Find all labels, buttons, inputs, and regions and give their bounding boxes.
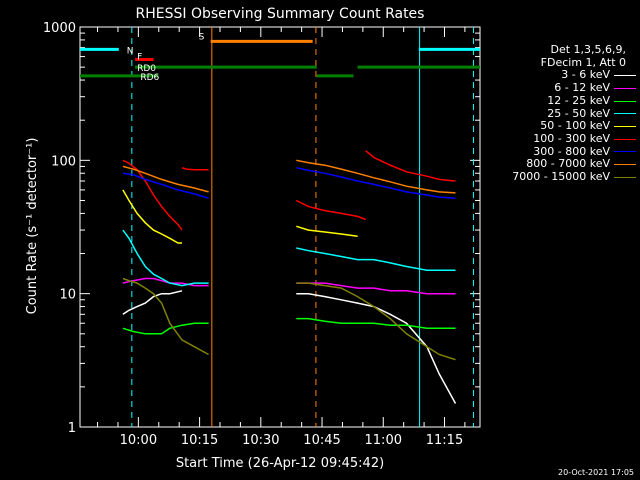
series-line <box>122 277 209 287</box>
y-tick-label: 10 <box>59 288 76 303</box>
plot-area: 1 10 100 1000 10:00 10:15 10:30 10:45 11:00 11:15… <box>43 21 481 448</box>
series-line <box>122 159 183 231</box>
legend-entry-label: 6 - 12 keV <box>554 81 610 95</box>
legend-entry: 300 - 800 keV <box>486 144 636 159</box>
flag-label-rd6: RD6 <box>140 73 159 83</box>
series-line <box>296 317 456 330</box>
legend-entry: 25 - 50 keV <box>486 106 636 121</box>
legend-entry-swatch <box>614 176 636 178</box>
legend-header-line-1: Det 1,3,5,6,9, <box>550 43 626 56</box>
legend-entry-label: 12 - 25 keV <box>547 93 610 107</box>
series-line <box>365 150 456 182</box>
series-line <box>296 292 457 404</box>
generation-timestamp: 20-Oct-2021 17:05 <box>558 468 634 477</box>
x-tick-label: 10:00 <box>120 433 157 448</box>
legend-entry: 100 - 300 keV <box>486 131 636 146</box>
legend-entry: 800 - 7000 keV <box>486 158 636 171</box>
legend-entry: 7000 - 15000 keV <box>486 170 636 184</box>
chart-title: RHESSI Observing Summary Count Rates <box>136 6 425 22</box>
y-axis-label: Count Rate (s⁻¹ detector⁻¹) <box>25 138 40 315</box>
legend: Det 1,3,5,6,9, FDecim 1, Att 0 3 - 6 keV… <box>486 43 636 184</box>
series-line <box>296 247 456 271</box>
legend-entry: 3 - 6 keV <box>486 69 636 82</box>
legend-entry-label: 300 - 800 keV <box>533 144 610 158</box>
legend-header-line-2: FDecim 1, Att 0 <box>540 55 626 69</box>
series-line <box>181 166 209 171</box>
legend-entry-swatch <box>614 151 636 153</box>
series-line <box>122 172 209 199</box>
legend-entry-swatch <box>614 126 636 128</box>
legend-entry-swatch <box>614 138 636 140</box>
y-tick-label: 1 <box>68 421 76 436</box>
series-line <box>296 166 456 199</box>
x-tick-label: 10:15 <box>181 433 218 448</box>
series-line <box>296 282 456 361</box>
series-line <box>296 282 456 295</box>
flag-label-f: F <box>137 53 142 63</box>
series-line <box>295 199 366 221</box>
flag-label-rd0: RD0 <box>137 64 156 74</box>
series-line <box>122 229 209 287</box>
legend-entry-swatch <box>614 113 636 115</box>
flag-label-s: S <box>199 32 205 42</box>
legend-entry-label: 800 - 7000 keV <box>526 157 610 171</box>
legend-entry-label: 25 - 50 keV <box>547 106 610 120</box>
x-axis-label: Start Time (26-Apr-12 09:45:42) <box>176 456 384 471</box>
x-tick-label: 10:30 <box>242 433 279 448</box>
x-tick-label: 11:00 <box>365 433 402 448</box>
legend-entry: 50 - 100 keV <box>486 120 636 133</box>
legend-entry-label: 50 - 100 keV <box>540 119 610 133</box>
series-line <box>296 225 358 237</box>
legend-entry-swatch <box>614 100 636 102</box>
legend-entry-label: 100 - 300 keV <box>533 131 610 145</box>
flag-label-n: N <box>127 46 134 56</box>
legend-entry: 12 - 25 keV <box>486 93 636 108</box>
series-line <box>122 290 183 315</box>
legend-entry-swatch <box>614 75 636 77</box>
plot-frame <box>79 26 481 428</box>
series-line <box>122 322 209 335</box>
legend-entry-label: 3 - 6 keV <box>561 68 610 82</box>
series-line <box>296 159 456 194</box>
x-tick-label: 11:15 <box>426 433 463 448</box>
legend-entry: 6 - 12 keV <box>486 81 636 95</box>
x-tick-label: 10:45 <box>303 433 340 448</box>
y-tick-label: 100 <box>51 154 76 169</box>
y-tick-label: 1000 <box>43 21 76 36</box>
legend-rows: 3 - 6 keV 6 - 12 keV 12 - 25 keV 25 - 50 ke… <box>486 69 636 183</box>
series-line <box>122 277 209 356</box>
series-line <box>122 165 209 193</box>
legend-entry-swatch <box>614 164 636 166</box>
legend-entry-swatch <box>614 87 636 89</box>
series-line <box>122 189 182 244</box>
legend-entry-label: 7000 - 15000 keV <box>512 170 610 184</box>
